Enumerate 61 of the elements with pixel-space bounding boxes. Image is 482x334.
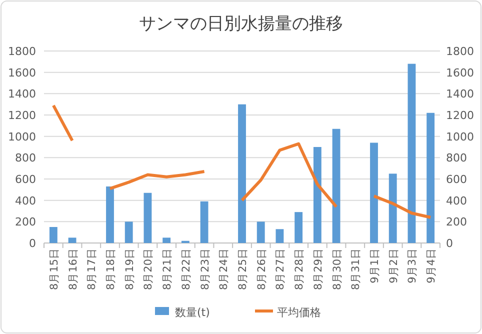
- y-tick-label: 600: [15, 173, 36, 186]
- x-tick-label: 8月20日: [142, 248, 155, 290]
- bar: [388, 174, 397, 243]
- x-tick-label: 9月3日: [406, 248, 419, 284]
- bar: [408, 64, 416, 243]
- x-tick-label: 8月24日: [218, 248, 230, 290]
- bar: [294, 212, 303, 243]
- y2-tick-label: 1400: [446, 88, 474, 101]
- bar: [162, 238, 171, 243]
- bar: [68, 238, 76, 243]
- x-tick-label: 8月28日: [294, 248, 306, 290]
- chart-title: サンマの日別水揚量の推移: [139, 14, 343, 34]
- bar: [370, 142, 378, 243]
- x-tick-label: 8月17日: [86, 248, 98, 290]
- y-tick-label: 400: [15, 194, 36, 208]
- y-tick-label: 800: [15, 152, 36, 165]
- bar: [124, 222, 133, 243]
- bar: [106, 186, 114, 243]
- x-tick-label: 8月27日: [274, 248, 287, 290]
- x-tick-label: 8月29日: [312, 248, 324, 290]
- y-tick-label: 1200: [8, 109, 36, 122]
- bar: [238, 104, 246, 243]
- y2-tick-label: 1600: [446, 66, 474, 80]
- bar: [332, 128, 340, 243]
- y2-tick-label: 0: [446, 237, 453, 250]
- bar: [276, 229, 284, 243]
- x-tick-label: 8月19日: [124, 248, 136, 290]
- x-tick-label: 8月23日: [199, 248, 212, 290]
- bar: [49, 227, 58, 243]
- y2-tick-label: 200: [446, 216, 467, 229]
- y-tick-label: 1600: [8, 66, 36, 80]
- x-tick-label: 8月30日: [331, 248, 344, 290]
- x-tick-label: 8月22日: [180, 248, 192, 290]
- x-tick-label: 8月26日: [256, 248, 268, 290]
- bar: [426, 112, 435, 243]
- bar: [144, 192, 152, 243]
- y-tick-label: 1400: [8, 88, 36, 101]
- bar: [256, 222, 265, 243]
- x-tick-label: 8月18日: [105, 248, 117, 290]
- y-tick-label: 200: [15, 216, 36, 229]
- x-tick-label: 9月2日: [388, 248, 400, 284]
- y2-tick-label: 800: [446, 152, 467, 165]
- x-tick-label: 8月25日: [237, 248, 249, 290]
- bar: [200, 201, 208, 243]
- x-tick-label: 8月15日: [48, 248, 60, 290]
- y-tick-label: 0: [29, 237, 36, 250]
- y-tick-label: 1000: [8, 130, 36, 144]
- y-tick-label: 1800: [8, 45, 36, 58]
- y2-tick-label: 400: [446, 194, 467, 208]
- y2-tick-label: 1200: [446, 109, 474, 122]
- x-tick-label: 8月31日: [350, 248, 362, 290]
- y2-tick-label: 1800: [446, 45, 474, 58]
- legend-label: 数量(t): [175, 306, 210, 319]
- legend-label: 平均価格: [277, 306, 321, 319]
- y2-tick-label: 600: [446, 173, 467, 186]
- x-tick-label: 9月1日: [369, 248, 381, 284]
- x-tick-label: 8月16日: [67, 248, 80, 290]
- x-tick-label: 8月21日: [162, 248, 174, 290]
- y2-tick-label: 1000: [446, 130, 474, 144]
- bar: [313, 147, 322, 243]
- x-tick-label: 9月4日: [426, 248, 438, 284]
